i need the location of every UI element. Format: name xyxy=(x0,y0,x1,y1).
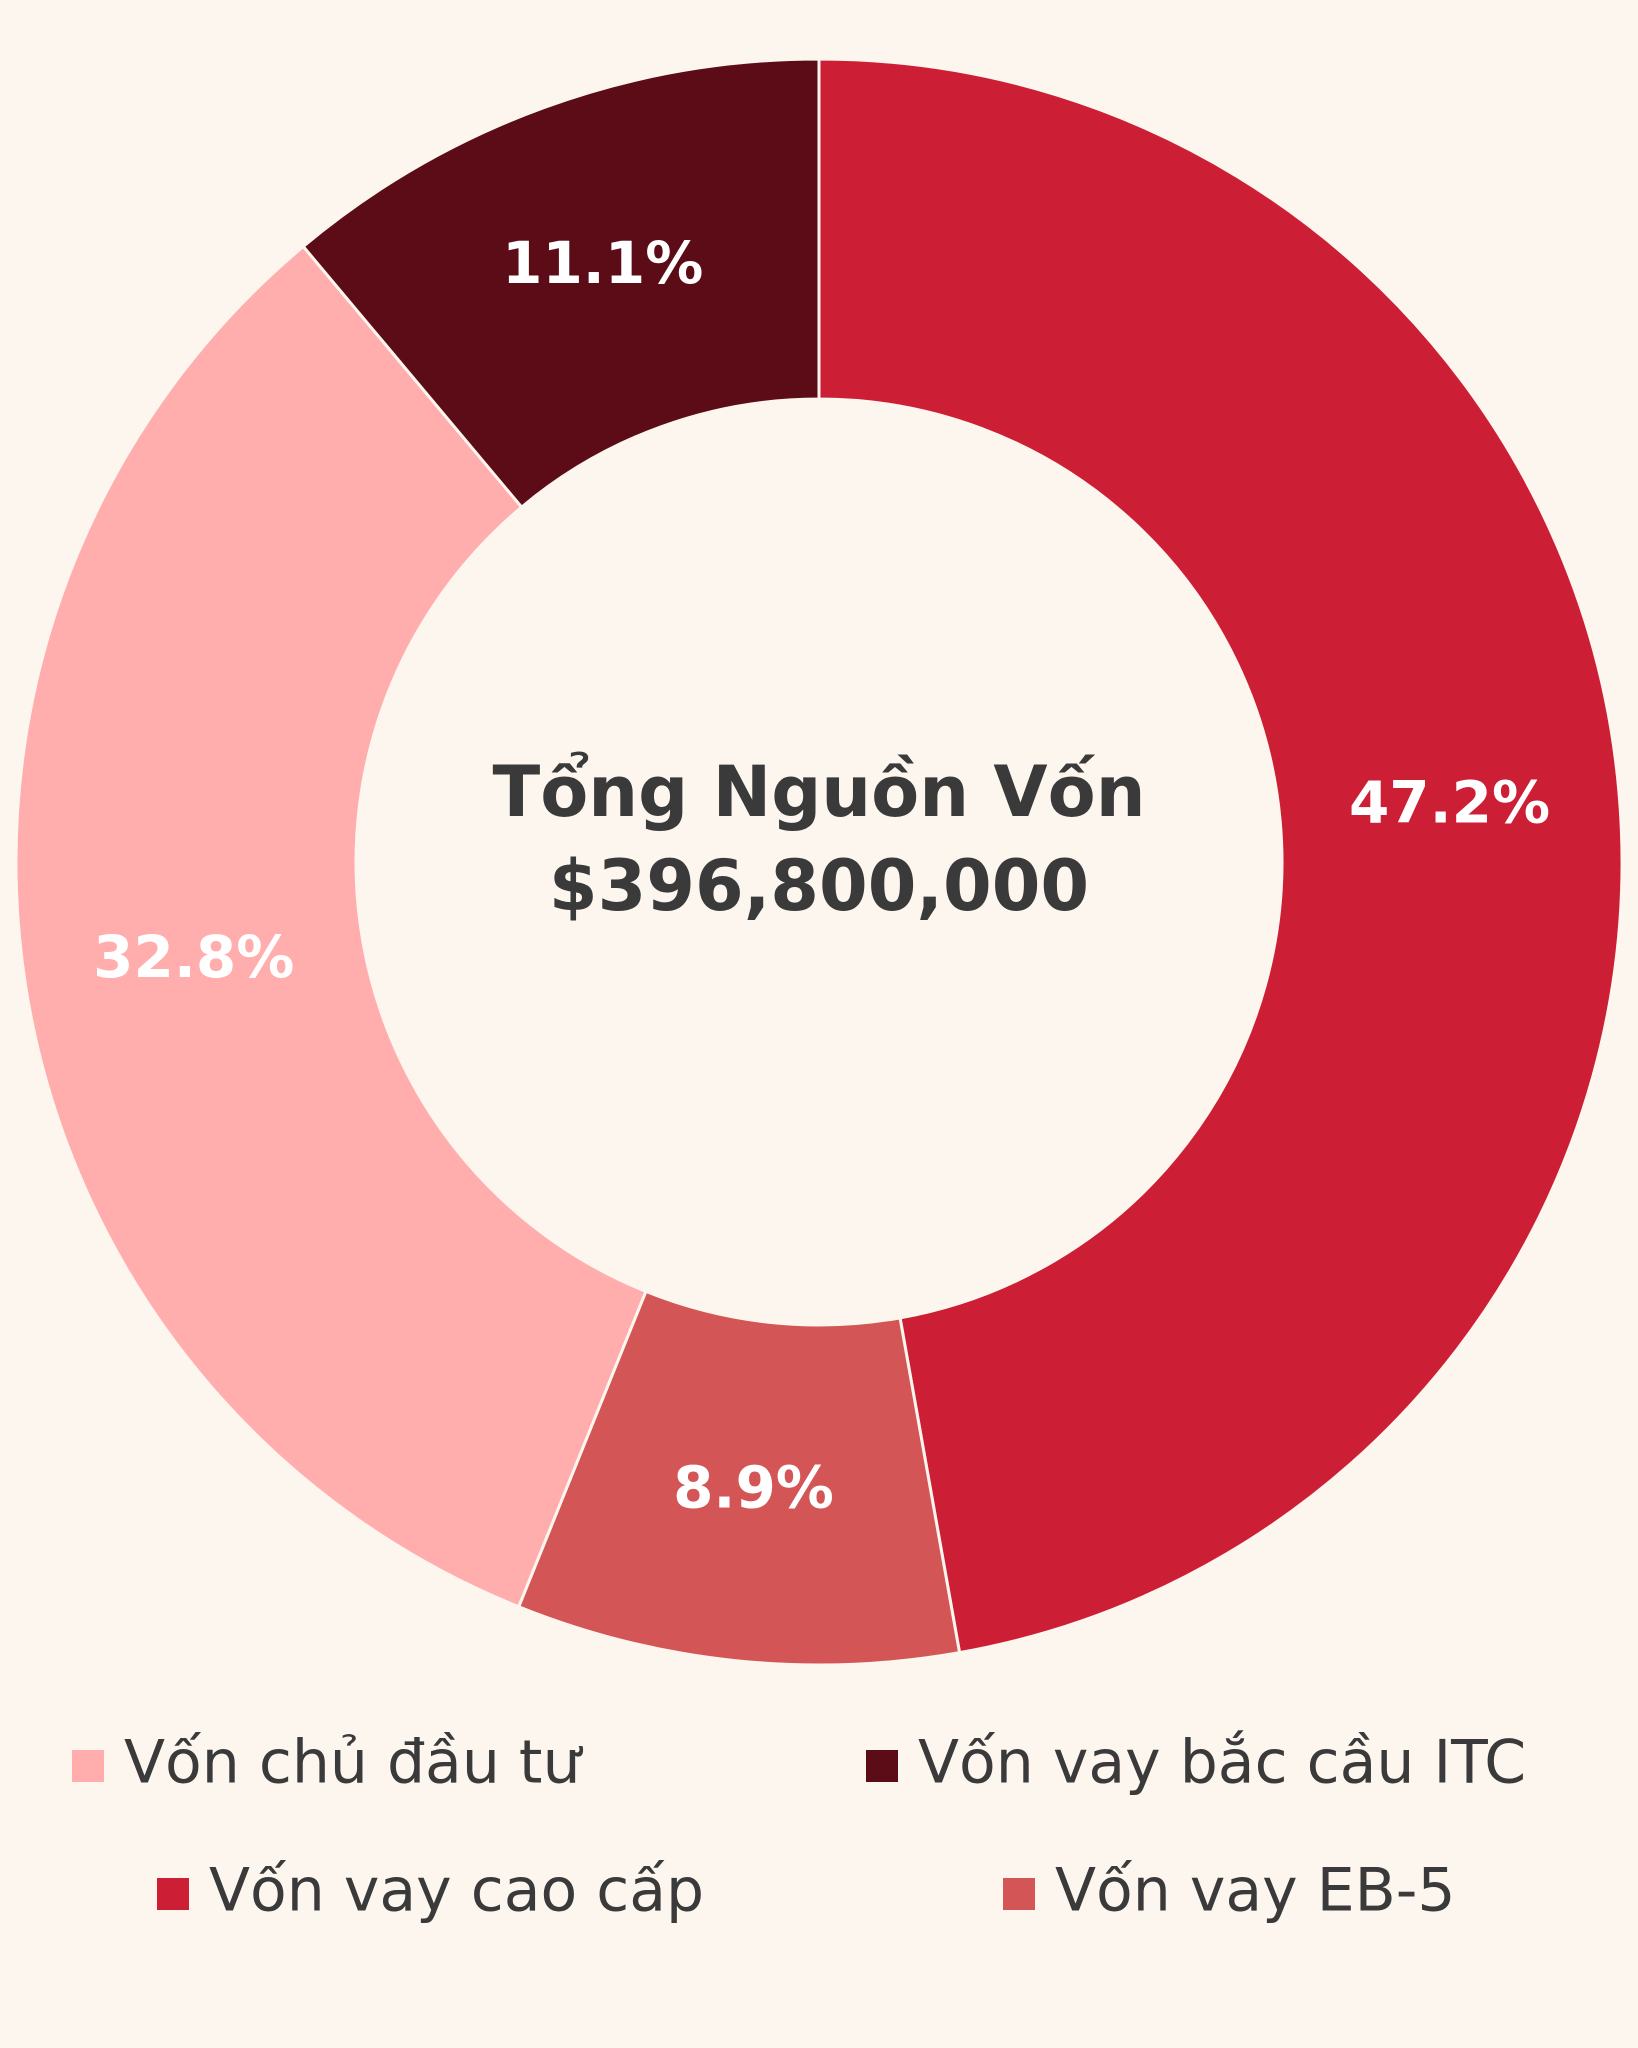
value-label: 8.9% xyxy=(673,1454,834,1522)
value-label: 47.2% xyxy=(1349,768,1550,836)
legend-label: Vốn vay EB-5 xyxy=(1055,1856,1456,1926)
center-value: $396,800,000 xyxy=(549,845,1089,927)
legend-swatch xyxy=(1003,1878,1035,1910)
slice xyxy=(817,57,1624,1655)
value-label: 11.1% xyxy=(502,229,703,297)
slice xyxy=(14,244,648,1609)
slice xyxy=(301,57,821,510)
slice xyxy=(516,1289,962,1667)
value-label: 32.8% xyxy=(93,923,294,991)
legend-swatch xyxy=(866,1750,898,1782)
legend-swatch xyxy=(157,1878,189,1910)
legend-swatch xyxy=(72,1750,104,1782)
slices xyxy=(14,57,1624,1667)
legend-label: Vốn chủ đầu tư xyxy=(124,1728,583,1798)
legend-label: Vốn vay cao cấp xyxy=(209,1856,704,1926)
center-title: Tổng Nguồn Vốn xyxy=(492,751,1145,833)
legend-label: Vốn vay bắc cầu ITC xyxy=(918,1728,1526,1798)
